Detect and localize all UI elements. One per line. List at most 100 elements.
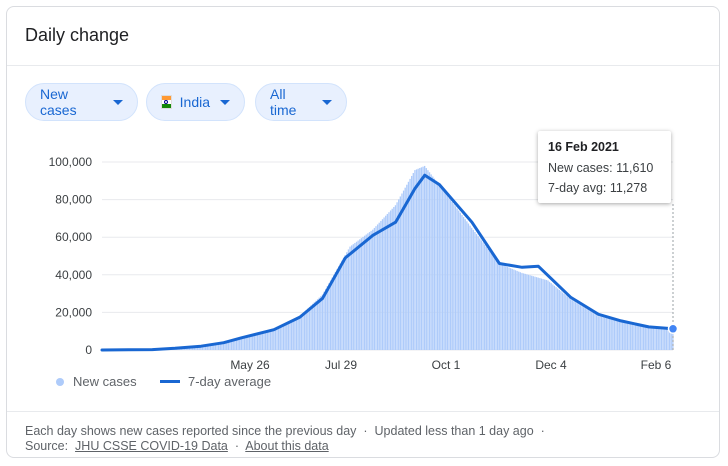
bar xyxy=(652,327,655,350)
bar xyxy=(435,180,437,350)
bar xyxy=(422,166,424,350)
bar xyxy=(441,189,444,350)
bar xyxy=(571,300,573,350)
bar xyxy=(659,327,661,350)
bar xyxy=(325,288,327,350)
bar xyxy=(316,299,319,350)
bar xyxy=(672,328,674,350)
bar xyxy=(203,345,205,350)
card-title: Daily change xyxy=(25,25,130,45)
bar xyxy=(370,230,372,350)
bar xyxy=(568,297,570,350)
bar xyxy=(458,210,460,350)
bar xyxy=(665,327,668,350)
bar xyxy=(626,323,629,350)
bar xyxy=(391,208,393,350)
bar xyxy=(668,328,671,350)
bar xyxy=(654,327,656,350)
bar xyxy=(513,269,515,350)
bar xyxy=(644,326,646,350)
bar xyxy=(615,320,617,350)
bar xyxy=(534,276,536,350)
bar xyxy=(198,346,200,350)
bar xyxy=(638,325,640,350)
bar xyxy=(297,316,299,350)
bar xyxy=(284,323,286,350)
y-tick-label: 60,000 xyxy=(55,230,92,244)
bar xyxy=(404,187,406,350)
bar xyxy=(521,272,523,350)
bar xyxy=(647,327,650,350)
bar xyxy=(414,170,416,350)
bar xyxy=(344,255,346,350)
bar xyxy=(550,283,552,350)
bar xyxy=(449,199,452,350)
bar xyxy=(466,221,468,350)
bar xyxy=(373,227,376,350)
bar xyxy=(234,339,236,350)
bar xyxy=(540,278,543,350)
source-link[interactable]: JHU CSSE COVID-19 Data xyxy=(75,439,228,453)
bar xyxy=(617,320,619,350)
bar xyxy=(320,296,322,350)
bar xyxy=(281,324,283,350)
bar xyxy=(604,317,606,350)
y-tick-label: 80,000 xyxy=(55,193,92,207)
bar xyxy=(524,273,526,350)
y-tick-label: 0 xyxy=(85,343,92,357)
bar xyxy=(527,274,530,350)
bar xyxy=(326,286,328,350)
bar xyxy=(235,338,238,350)
hover-tooltip: 16 Feb 2021 New cases: 11,610 7-day avg:… xyxy=(538,131,671,203)
bar xyxy=(573,301,575,350)
bar xyxy=(610,319,612,350)
bar xyxy=(265,330,267,350)
bar xyxy=(545,279,547,350)
bar xyxy=(589,311,591,350)
bar xyxy=(252,334,254,350)
bar xyxy=(443,191,445,350)
bar xyxy=(503,265,505,350)
bar xyxy=(621,322,624,350)
bar xyxy=(338,266,340,350)
bar xyxy=(480,240,483,350)
bar xyxy=(485,246,487,350)
bar xyxy=(385,215,387,350)
footer-divider xyxy=(7,411,719,412)
bar xyxy=(336,269,338,350)
bar xyxy=(286,322,288,350)
hover-layer xyxy=(667,204,679,350)
bar xyxy=(334,271,337,350)
about-data-link[interactable]: About this data xyxy=(245,439,329,453)
location-dropdown-label: India xyxy=(179,94,210,110)
bar xyxy=(584,308,586,350)
bar xyxy=(381,219,384,350)
bar xyxy=(641,326,643,350)
footer-separator: · xyxy=(363,424,368,438)
line-7day-average xyxy=(100,173,675,352)
bar xyxy=(411,175,413,350)
bar xyxy=(229,340,231,350)
bar xyxy=(636,325,638,350)
bar xyxy=(362,236,364,350)
bar xyxy=(289,320,291,350)
bar xyxy=(667,328,669,350)
bar xyxy=(651,327,653,350)
bar xyxy=(569,299,572,350)
bar xyxy=(307,308,309,350)
bar xyxy=(347,249,350,350)
bar xyxy=(565,295,567,350)
bar xyxy=(660,327,663,350)
bar xyxy=(493,257,496,350)
metric-dropdown[interactable]: New cases xyxy=(25,83,138,121)
location-dropdown[interactable]: India xyxy=(146,83,245,121)
bar xyxy=(279,325,281,350)
bar xyxy=(216,343,218,350)
tooltip-new-cases: New cases: 11,610 xyxy=(548,161,654,175)
bar xyxy=(467,223,470,350)
bar xyxy=(655,327,658,350)
period-dropdown[interactable]: All time xyxy=(255,83,347,121)
tooltip-7day-avg: 7-day avg: 11,278 xyxy=(548,181,648,195)
bar xyxy=(432,176,434,350)
